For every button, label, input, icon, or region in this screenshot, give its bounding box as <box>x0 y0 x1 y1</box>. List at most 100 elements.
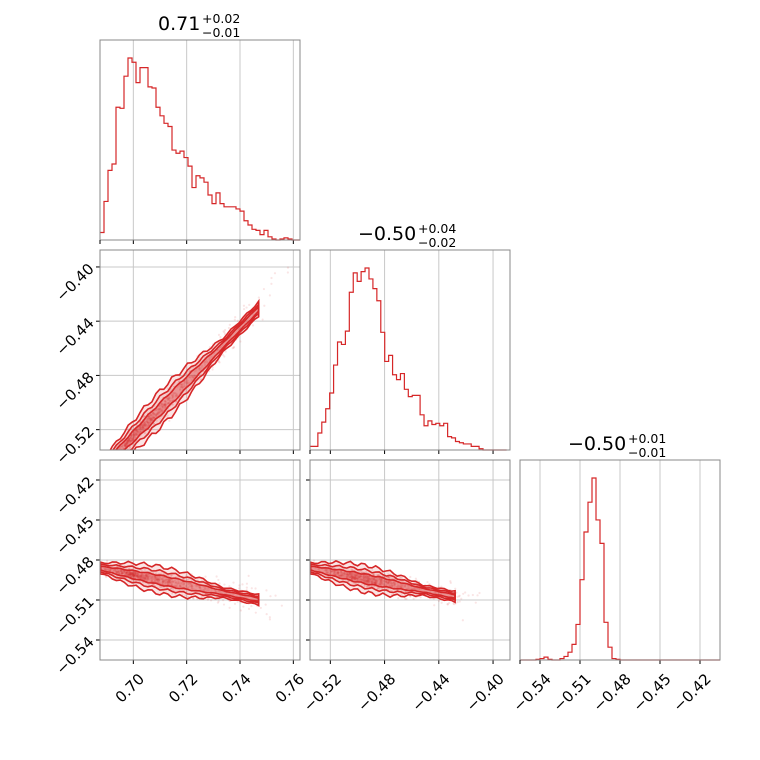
scatter-panel-1-2-point-93 <box>324 568 327 572</box>
scatter-panel-0-1-point-433 <box>163 402 166 405</box>
scatter-panel-0-1-point-543 <box>107 455 109 457</box>
scatter-panel-0-2-point-623 <box>140 575 143 578</box>
scatter-panel-0-2-point-633 <box>140 576 143 579</box>
scatter-panel-0-2-point-641 <box>154 578 157 581</box>
scatter-panel-0-2-point-250 <box>137 576 140 579</box>
scatter-panel-0-2-point-801 <box>205 588 208 591</box>
scatter-panel-0-2-point-724 <box>121 572 124 575</box>
scatter-panel-0-1-point-822 <box>221 353 225 357</box>
scatter-panel-0-1-point-298 <box>115 453 117 455</box>
scatter-panel-0-2-point-49 <box>198 585 201 588</box>
scatter-panel-0-1-point-853 <box>114 457 116 459</box>
scatter-panel-0-1-point-831 <box>160 409 163 412</box>
scatter-panel-0-2-point-757 <box>153 580 157 583</box>
scatter-panel-0-1-point-40 <box>135 428 138 431</box>
scatter-panel-0-1-point-681 <box>142 423 146 426</box>
scatter-panel-0-2-point-359 <box>146 576 149 579</box>
scatter-panel-1-2-point-120 <box>449 581 452 584</box>
scatter-panel-0-2-point-718 <box>188 585 191 588</box>
scatter-panel-0-1-point-576 <box>158 407 162 411</box>
scatter-panel-0-2-point-183 <box>175 584 178 588</box>
scatter-panel-0-1-point-865 <box>273 272 277 275</box>
scatter-panel-0-1-point-368 <box>127 438 131 442</box>
scatter-panel-0-1-point-622 <box>122 454 124 456</box>
scatter-panel-0-2-point-272 <box>172 580 175 584</box>
hist-panel-2 <box>519 459 721 664</box>
scatter-panel-0-1-point-566 <box>121 454 123 456</box>
scatter-panel-0-1-point-504 <box>263 304 266 307</box>
scatter-panel-0-2-point-51 <box>138 573 141 576</box>
scatter-panel-0-2-point-126 <box>190 585 194 588</box>
scatter-panel-0-2-point-782 <box>232 581 235 584</box>
scatter-panel-0-1-point-494 <box>148 419 151 422</box>
scatter-panel-0-1-point-726 <box>169 399 172 402</box>
scatter-panel-0-2-point-98 <box>151 579 154 583</box>
hist-panel-2-frame <box>519 459 721 661</box>
scatter-panel-0-1-point-670 <box>111 454 113 456</box>
scatter-panel-0-1-point-288 <box>139 430 143 433</box>
scatter-panel-0-1 <box>96 249 301 459</box>
scatter-panel-0-2-point-692 <box>136 574 139 578</box>
scatter-panel-0-1-point-845 <box>166 414 169 417</box>
scatter-panel-0-2-point-334 <box>280 604 283 607</box>
scatter-panel-0-1-point-511 <box>141 426 145 429</box>
scatter-panel-1-2-point-21 <box>356 577 359 580</box>
scatter-panel-0-2-point-186 <box>164 582 167 585</box>
hist-0-bar-15 <box>160 116 164 240</box>
scatter-panel-0-1-point-6 <box>132 433 135 436</box>
scatter-panel-0-2-point-607 <box>204 575 207 578</box>
scatter-panel-0-2-point-400 <box>127 572 130 576</box>
scatter-panel-0-1-point-277 <box>148 418 152 421</box>
scatter-panel-0-2-point-733 <box>128 573 131 576</box>
hist-1-bar-16 <box>373 289 377 450</box>
hist-0-bar-31 <box>224 207 228 240</box>
scatter-panel-0-2-point-550 <box>161 581 164 584</box>
scatter-panel-0-1-point-120 <box>251 313 255 316</box>
scatter-panel-0-2-point-578 <box>121 571 125 575</box>
scatter-panel-0-2-point-148 <box>233 602 237 605</box>
scatter-panel-0-1-point-737 <box>152 416 155 419</box>
scatter-panel-0-1-point-751 <box>158 417 161 420</box>
scatter-panel-0-1-point-72 <box>139 431 142 434</box>
scatter-panel-0-1-point-126 <box>147 421 150 424</box>
scatter-panel-0-1-point-536 <box>124 443 127 447</box>
scatter-panel-0-1-point-777 <box>114 452 116 454</box>
scatter-panel-0-1-point-364 <box>155 408 158 412</box>
scatter-panel-0-1-point-430 <box>242 304 246 307</box>
scatter-panel-0-2-point-723 <box>130 572 133 575</box>
scatter-panel-0-2-point-545 <box>170 587 173 590</box>
scatter-panel-0-2-point-398 <box>168 578 172 581</box>
scatter-panel-0-2-point-261 <box>155 577 158 580</box>
scatter-panel-1-2-point-77 <box>362 574 365 577</box>
scatter-panel-0-1-point-217 <box>130 438 133 441</box>
scatter-panel-0-1-point-630 <box>129 437 133 440</box>
scatter-panel-0-2-point-665 <box>127 571 131 574</box>
scatter-panel-1-2-point-81 <box>353 575 357 578</box>
scatter-panel-0-1-point-12 <box>149 418 153 422</box>
scatter-panel-0-2-point-634 <box>132 574 135 577</box>
scatter-panel-0-1-point-714 <box>150 414 153 417</box>
scatter-panel-0-2-point-167 <box>207 597 210 600</box>
left-axis-row-2-ylabel-3: −0.45 <box>52 513 97 558</box>
hist-1-bar-21 <box>393 375 397 450</box>
bottom-axis-col-2-xlabel-3: −0.45 <box>630 670 675 715</box>
scatter-panel-0-2-point-409 <box>160 585 163 589</box>
scatter-panel-0-2-point-869 <box>162 580 165 583</box>
scatter-panel-0-2-point-59 <box>140 576 143 579</box>
scatter-panel-0-1-point-626 <box>168 419 171 422</box>
scatter-panel-0-2-point-479 <box>143 568 147 571</box>
scatter-panel-0-2-point-858 <box>134 572 138 575</box>
scatter-panel-0-2-point-5 <box>214 589 217 593</box>
scatter-panel-1-2-point-86 <box>376 579 380 582</box>
scatter-panel-0-1-point-213 <box>146 421 150 424</box>
scatter-panel-0-1-point-755 <box>143 424 146 427</box>
scatter-panel-0-1-point-682 <box>151 411 155 415</box>
scatter-panel-0-1-point-521 <box>186 382 189 385</box>
scatter-panel-0-1-point-318 <box>129 440 132 443</box>
scatter-panel-0-1-point-198 <box>156 412 159 415</box>
hist-1-bar-22 <box>397 380 401 450</box>
scatter-panel-0-2-point-645 <box>145 576 148 579</box>
scatter-panel-0-1-point-247 <box>179 385 182 389</box>
scatter-panel-0-1-point-162 <box>178 379 181 383</box>
scatter-panel-0-1-point-11 <box>163 403 166 406</box>
